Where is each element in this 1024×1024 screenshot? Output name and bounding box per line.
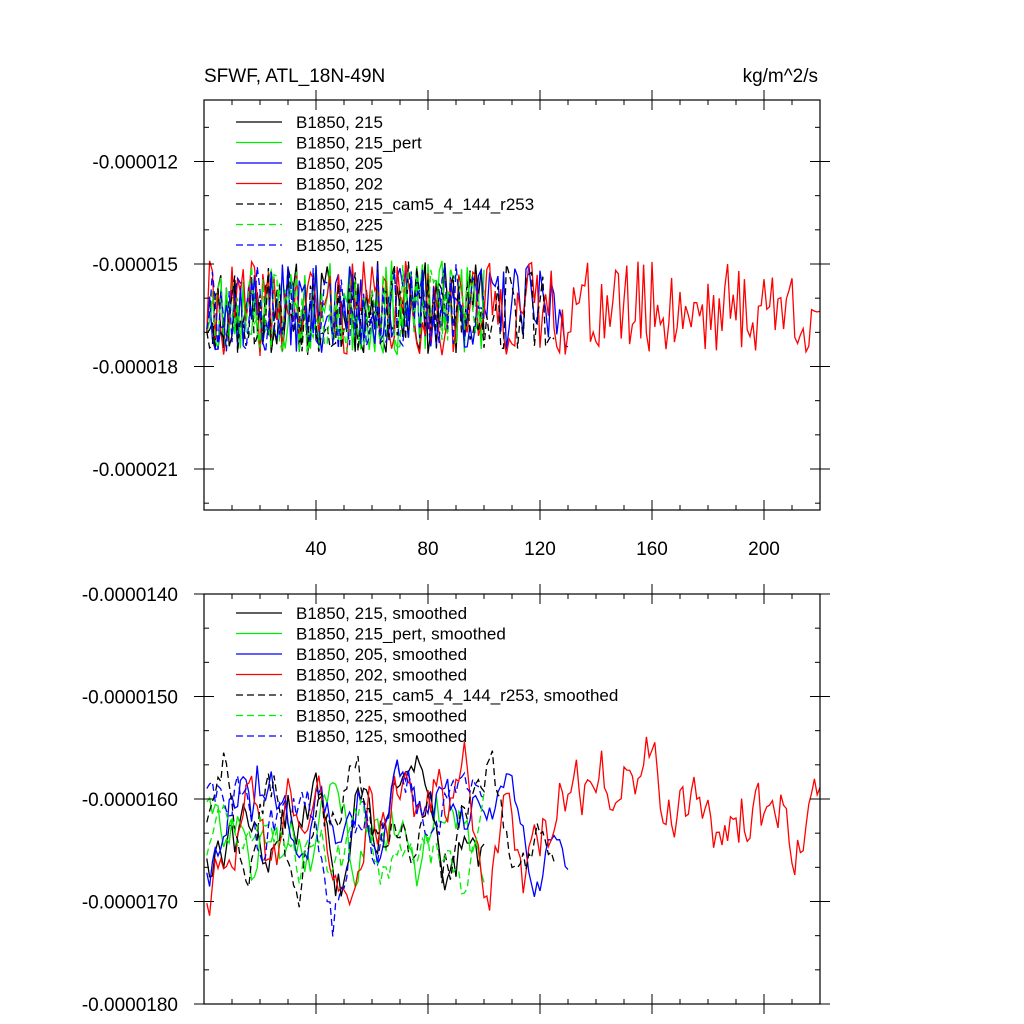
legend-label-5: B1850, 225, smoothed [296,707,467,726]
x-tick-label: 200 [748,539,780,560]
y-tick-label: -0.000021 [92,460,178,481]
legend-label-6: B1850, 125, smoothed [296,727,467,746]
series-group [206,736,820,937]
y-tick-label: -0.000015 [92,255,178,276]
y-tick-label: -0.0000150 [82,688,178,709]
x-tick-label: 120 [524,539,556,560]
series-group [206,259,820,357]
y-tick-label: -0.0000140 [82,585,178,606]
series-line-6 [206,264,485,353]
y-tick-label: -0.0000180 [82,995,178,1016]
y-tick-label: -0.0000160 [82,790,178,811]
legend-label-4: B1850, 215_cam5_4_144_r253, smoothed [296,686,618,705]
series-line-1 [206,782,485,889]
series-line-4 [206,261,555,356]
series-line-1 [206,260,485,356]
top-panel: 40 80 120 160 200 -0.000012 -0.000015 -0.000018… [92,66,830,560]
y-tick-label: -0.000018 [92,358,178,379]
series-line-5 [206,792,485,895]
legend-label-0: B1850, 215 [296,113,383,132]
legend-label-1: B1850, 215_pert, smoothed [296,625,506,644]
x-tick-label: 80 [417,539,438,560]
legend-label-4: B1850, 215_cam5_4_144_r253 [296,195,534,214]
legend-label-5: B1850, 225 [296,216,383,235]
y-tick-label: -0.0000170 [82,893,178,914]
series-line-2 [206,759,569,897]
series-line-4 [206,750,555,908]
bottom-panel: -0.0000140 -0.0000150 -0.0000160 -0.0000170… [82,584,830,1016]
series-line-0 [206,755,485,897]
x-tick-label: 160 [636,539,668,560]
x-tick-label: 40 [305,539,326,560]
series-line-3 [206,259,820,357]
chart-title: SFWF, ATL_18N-49N [204,66,385,87]
series-line-3 [206,736,820,916]
legend-label-6: B1850, 125 [296,236,383,255]
legend-label-0: B1850, 215, smoothed [296,604,467,623]
legend-label-3: B1850, 202, smoothed [296,666,467,685]
legend-label-3: B1850, 202 [296,175,383,194]
units-label: kg/m^2/s [743,66,818,87]
legend-label-1: B1850, 215_pert [296,134,422,153]
legend-label-2: B1850, 205 [296,154,383,173]
legend-label-2: B1850, 205, smoothed [296,645,467,664]
y-tick-label: -0.000012 [92,153,178,174]
